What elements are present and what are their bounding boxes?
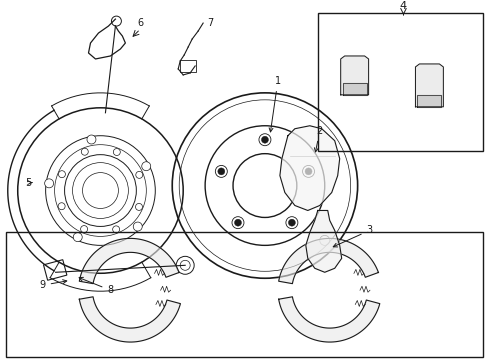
- Polygon shape: [79, 297, 180, 342]
- Circle shape: [113, 149, 120, 156]
- Circle shape: [215, 165, 227, 177]
- Polygon shape: [340, 56, 368, 95]
- Bar: [43, 260, 67, 280]
- Text: 7: 7: [206, 18, 213, 28]
- Polygon shape: [278, 297, 379, 342]
- Circle shape: [44, 179, 54, 188]
- Polygon shape: [305, 211, 341, 272]
- Text: 4: 4: [399, 1, 406, 11]
- Text: 6: 6: [137, 18, 143, 28]
- Circle shape: [231, 217, 244, 229]
- Circle shape: [305, 168, 311, 175]
- Bar: [6, 233, 482, 357]
- Polygon shape: [415, 64, 443, 107]
- Circle shape: [112, 226, 120, 233]
- Text: 2: 2: [314, 126, 322, 152]
- Polygon shape: [342, 83, 366, 95]
- Circle shape: [302, 165, 314, 177]
- Circle shape: [285, 217, 297, 229]
- Polygon shape: [417, 95, 441, 107]
- Circle shape: [135, 203, 142, 210]
- Circle shape: [133, 222, 142, 231]
- Circle shape: [58, 203, 65, 210]
- Circle shape: [73, 233, 82, 242]
- Circle shape: [217, 168, 224, 175]
- Circle shape: [136, 171, 142, 178]
- Text: 1: 1: [268, 76, 281, 132]
- Circle shape: [234, 219, 241, 226]
- Circle shape: [261, 136, 268, 143]
- Text: 9: 9: [40, 280, 67, 290]
- Circle shape: [81, 226, 87, 233]
- Text: 5: 5: [25, 177, 32, 188]
- Bar: [180, 60, 196, 72]
- Text: 8: 8: [79, 277, 113, 295]
- Polygon shape: [279, 126, 339, 211]
- Circle shape: [288, 219, 295, 226]
- Bar: [317, 13, 482, 151]
- Text: 3: 3: [332, 225, 372, 247]
- Polygon shape: [79, 238, 179, 284]
- Circle shape: [87, 135, 96, 144]
- Circle shape: [259, 134, 270, 146]
- Circle shape: [142, 162, 150, 171]
- Circle shape: [58, 171, 65, 178]
- Polygon shape: [278, 238, 378, 284]
- Circle shape: [81, 148, 88, 155]
